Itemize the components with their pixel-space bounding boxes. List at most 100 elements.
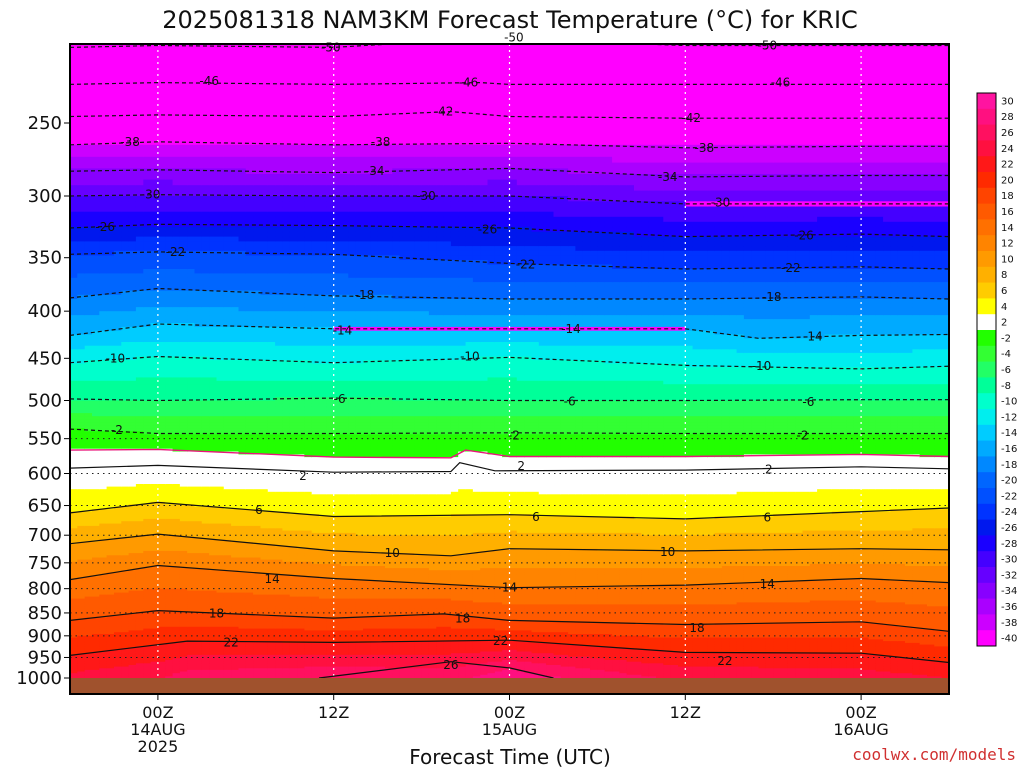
x-tick-label: 12Z <box>670 703 701 722</box>
colorbar-label: -36 <box>1001 602 1017 613</box>
contour-label: 18 <box>209 606 224 620</box>
colorbar-label: -8 <box>1001 381 1011 392</box>
contour-label: -14 <box>561 322 581 336</box>
colorbar-swatch <box>977 362 996 378</box>
colorbar-label: -18 <box>1001 460 1017 471</box>
contour-label: -26 <box>95 220 115 234</box>
contour-label: -46 <box>199 74 219 88</box>
colorbar-swatch <box>977 488 996 504</box>
colorbar-label: -22 <box>1001 491 1017 502</box>
colorbar-label: -6 <box>1001 365 1011 376</box>
contour-label: 6 <box>763 511 771 525</box>
contour-label: -34 <box>365 164 385 178</box>
contour-label: -30 <box>711 196 731 210</box>
contour-label: -2 <box>797 429 809 443</box>
colorbar-swatch <box>977 314 996 330</box>
y-tick-label: 650 <box>28 496 62 517</box>
contour-label: 6 <box>255 503 263 517</box>
colorbar-swatch <box>977 267 996 283</box>
colorbar-label: 22 <box>1001 160 1014 171</box>
colorbar-label: -30 <box>1001 555 1017 566</box>
y-tick-label: 900 <box>28 626 62 647</box>
colorbar-label: -12 <box>1001 412 1017 423</box>
contour-label: 22 <box>717 654 732 668</box>
colorbar-label: 20 <box>1001 175 1014 186</box>
contour-label: 10 <box>385 546 400 560</box>
colorbar-label: -16 <box>1001 444 1017 455</box>
colorbar-label: -38 <box>1001 618 1017 629</box>
contour-label: 10 <box>660 545 675 559</box>
colorbar-label: 24 <box>1001 144 1014 155</box>
contour-label: -38 <box>371 135 391 149</box>
contour-label: -10 <box>752 359 772 373</box>
contour-label: 6 <box>532 510 540 524</box>
y-tick-label: 600 <box>28 463 62 484</box>
colorbar-label: -34 <box>1001 586 1017 597</box>
colorbar-label: -10 <box>1001 397 1017 408</box>
x-tick-label: 15AUG <box>482 720 537 739</box>
colorbar-label: 26 <box>1001 128 1014 139</box>
colorbar-label: -4 <box>1001 349 1011 360</box>
colorbar-label: -26 <box>1001 523 1017 534</box>
colorbar-swatch <box>977 93 996 109</box>
contour-label: -46 <box>771 76 791 90</box>
contour-label: 2 <box>299 469 307 483</box>
colorbar-label: 14 <box>1001 223 1014 234</box>
colorbar-swatch <box>977 504 996 520</box>
colorbar: 30282624222018161412108642-2-4-6-8-10-12… <box>977 93 1017 646</box>
contour-label: -6 <box>334 392 346 406</box>
x-tick-label: 2025 <box>138 737 179 756</box>
y-tick-label: 800 <box>28 579 62 600</box>
credit-link[interactable]: coolwx.com/models <box>852 745 1016 764</box>
colorbar-swatch <box>977 188 996 204</box>
contour-label: -50 <box>504 31 524 45</box>
contour-label: -18 <box>355 288 375 302</box>
colorbar-swatch <box>977 409 996 425</box>
contour-label: -14 <box>333 324 353 338</box>
x-tick-label: 16AUG <box>833 720 888 739</box>
colorbar-label: -2 <box>1001 333 1011 344</box>
colorbar-swatch <box>977 472 996 488</box>
x-axis-label: Forecast Time (UTC) <box>409 745 611 768</box>
contour-label: -2 <box>508 429 520 443</box>
colorbar-swatch <box>977 377 996 393</box>
colorbar-label: -14 <box>1001 428 1017 439</box>
colorbar-label: -32 <box>1001 570 1017 581</box>
y-tick-label: 700 <box>28 525 62 546</box>
contour-label: -22 <box>166 245 186 259</box>
colorbar-swatch <box>977 156 996 172</box>
contour-label: -42 <box>681 111 701 125</box>
contour-label: -50 <box>757 39 777 53</box>
colorbar-swatch <box>977 251 996 267</box>
contour-label: -38 <box>120 135 140 149</box>
contour-label: -30 <box>141 188 161 202</box>
y-tick-label: 400 <box>28 301 62 322</box>
contour-label: -38 <box>694 141 714 155</box>
colorbar-label: 2 <box>1001 318 1007 329</box>
colorbar-label: 8 <box>1001 270 1007 281</box>
colorbar-swatch <box>977 599 996 615</box>
contour-label: -14 <box>803 329 823 343</box>
y-axis: 2503003504004505005506006507007508008509… <box>16 113 70 689</box>
contour-label: -18 <box>762 290 782 304</box>
contour-label: 2 <box>765 463 773 477</box>
contour-label: 26 <box>443 658 458 672</box>
contour-label: 22 <box>223 635 238 649</box>
contour-label: 14 <box>502 581 517 595</box>
contour-label: -10 <box>106 351 126 365</box>
colorbar-swatch <box>977 330 996 346</box>
colorbar-swatch <box>977 140 996 156</box>
colorbar-swatch <box>977 614 996 630</box>
y-tick-label: 350 <box>28 248 62 269</box>
colorbar-swatch <box>977 583 996 599</box>
colorbar-swatch <box>977 520 996 536</box>
y-tick-label: 850 <box>28 603 62 624</box>
colorbar-label: -24 <box>1001 507 1017 518</box>
y-tick-label: 750 <box>28 553 62 574</box>
y-tick-label: 950 <box>28 647 62 668</box>
y-tick-label: 1000 <box>16 668 62 689</box>
colorbar-label: 28 <box>1001 112 1014 123</box>
colorbar-label: -20 <box>1001 476 1017 487</box>
colorbar-label: 12 <box>1001 239 1014 250</box>
contour-label: -26 <box>794 228 814 242</box>
